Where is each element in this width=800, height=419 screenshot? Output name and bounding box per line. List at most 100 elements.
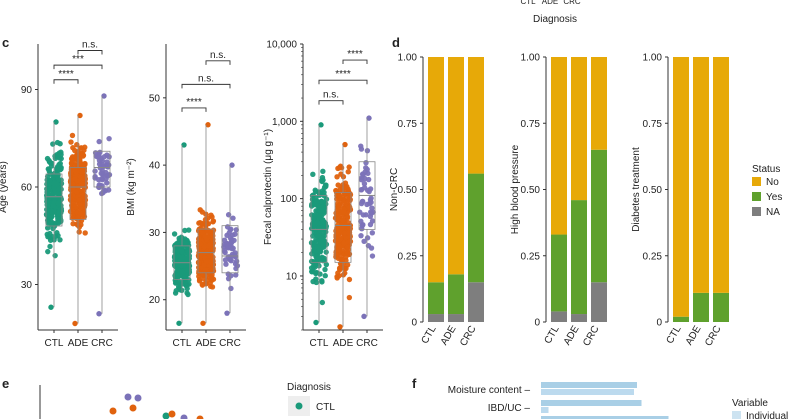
y-tick-label: 10,000 [266,40,297,51]
box-iqr [221,225,239,274]
y-tick-label: 0.50 [643,185,663,196]
data-point-ade [346,276,353,283]
data-point-crc [223,261,229,267]
panel-e-legend-title: Diagnosis [287,382,331,393]
data-point-ctl [176,268,183,275]
panel-e-point [134,394,142,402]
data-point-ctl [314,219,321,225]
data-point-ctl [319,204,326,210]
bar-segment-yes-ctl [551,234,567,312]
legend-swatch-yes [752,192,761,201]
data-point-crc [369,218,376,224]
chart-bmi: 20 30 40 50 BMI (kg m⁻²) CTL ADE CRC **** n.s. n.s… [126,44,246,349]
bar-segment-no-ctl [428,57,444,283]
data-point-ctl [314,270,320,276]
data-point-crc [96,153,102,160]
bar-segment-no-ade [448,57,464,275]
significance-label: **** [58,69,74,80]
x-tick-label-ade: ADE [684,324,704,348]
data-point-ade [202,267,209,273]
box-iqr [69,167,87,220]
data-point-ctl [45,248,51,255]
data-point-ctl [310,171,316,178]
data-point-crc [362,169,368,175]
y-tick-label: 10 [286,271,298,282]
x-tick-label-ctl: CTL [665,324,684,346]
data-point-ctl [176,253,182,260]
panel-f-bar [541,382,637,388]
data-point-ctl [311,229,318,235]
y-axis-label: Non-CRC [389,168,400,211]
data-point-ade [80,175,87,182]
data-point-ctl [182,227,188,234]
data-point-ade [337,324,343,330]
data-point-ctl [48,304,54,310]
data-point-crc [233,272,239,278]
data-point-crc [357,209,363,215]
data-point-ade [196,273,202,280]
data-point-ade [197,241,204,247]
data-point-ctl [322,266,328,273]
data-point-ctl [323,229,329,235]
data-point-ade [335,217,342,223]
y-tick-label: 30 [149,228,161,239]
data-point-ctl [56,150,62,156]
data-point-ade [346,230,352,236]
data-point-ade [81,192,87,198]
y-tick-label: 0 [534,318,540,329]
bar-segment-no-crc [713,57,729,293]
panel-e-point [162,412,170,419]
y-axis-label: Diabetes treatment [631,147,642,232]
data-point-ade [206,228,212,234]
top-tick-crc: CRC [563,0,581,6]
bar-segment-yes-crc [468,173,484,283]
data-point-ade [346,164,352,170]
data-point-crc [358,177,365,183]
bar-segment-na-ctl [428,314,444,322]
bar-segment-na-ctl [551,311,567,322]
bar-segment-na-ade [448,314,464,322]
data-point-ctl [314,212,320,219]
significance-bracket [53,79,79,84]
data-point-crc [98,170,104,177]
panel-label-d: d [392,35,400,50]
data-point-ade [338,235,344,241]
significance-bracket [181,83,231,89]
significance-bracket [181,107,207,112]
x-tick-label-crc: CRC [219,338,241,349]
data-point-ctl [315,233,322,239]
significance-label: *** [72,54,84,65]
data-point-crc [105,162,111,168]
top-tick-ade: ADE [542,0,558,6]
data-point-ctl [315,248,322,254]
data-point-ctl [175,248,181,254]
data-point-ade [337,193,343,199]
data-point-ctl [320,217,326,224]
data-point-ade [338,165,345,171]
data-point-crc [224,310,230,316]
panel-label-f: f [412,376,417,391]
x-tick-label-ade: ADE [562,324,582,348]
data-point-ade [197,220,203,226]
data-point-ctl [179,248,185,255]
legend-label-yes: Yes [766,192,782,203]
data-point-ctl [323,182,329,188]
data-point-ctl [55,216,61,222]
data-point-crc [360,222,366,228]
data-point-crc [364,201,370,208]
data-point-ade [345,190,352,196]
legend-label-no: No [766,177,779,188]
data-point-ade [341,188,347,194]
data-point-crc [225,275,232,282]
bar-segment-na-crc [591,282,607,322]
data-point-ade [72,167,78,173]
data-point-crc [369,253,376,259]
data-point-ctl [173,279,179,286]
data-point-ctl [185,291,191,298]
panel-f-bar [541,407,549,413]
data-point-ctl [322,273,328,279]
data-point-crc [360,198,366,205]
x-tick-label-ade: ADE [68,338,89,349]
y-tick-label: 40 [149,161,161,172]
